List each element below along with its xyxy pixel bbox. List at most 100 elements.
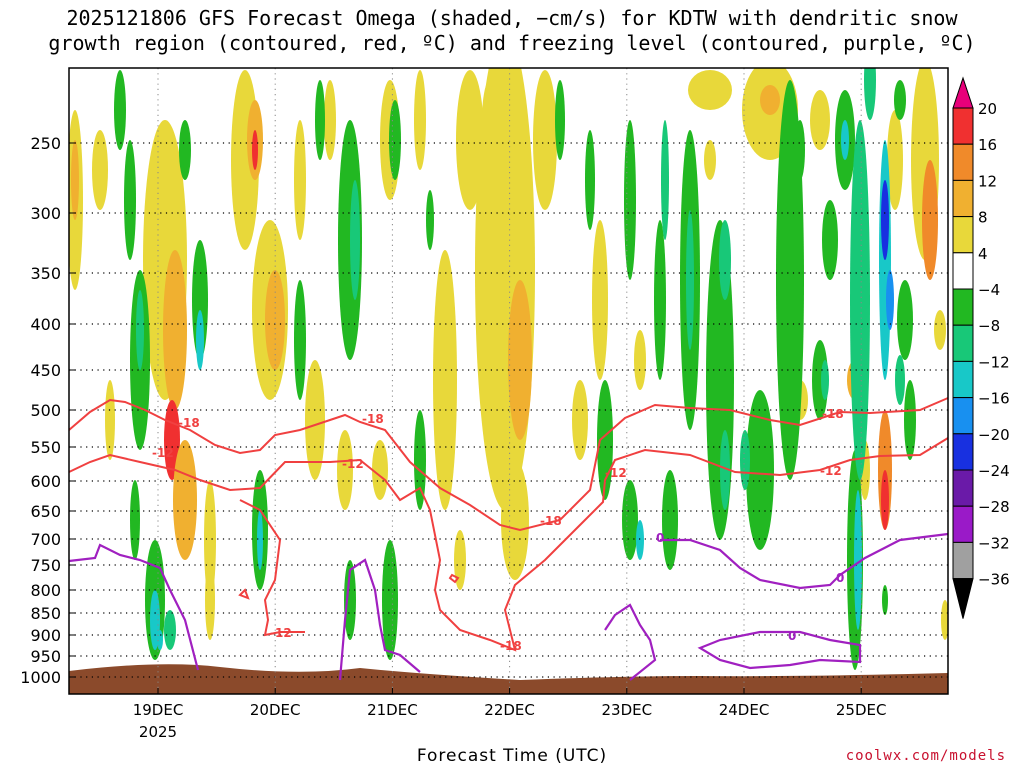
omega-downward-cell <box>854 490 862 630</box>
omega-downward-cell <box>662 470 678 570</box>
omega-upward-cell <box>572 380 588 460</box>
omega-downward-cell <box>636 520 644 560</box>
colorbar-swatch <box>952 324 974 362</box>
dendritic-contour-label: -18 <box>178 416 200 430</box>
omega-downward-cell <box>886 270 894 330</box>
omega-upward-cell <box>205 560 215 640</box>
colorbar-swatch <box>952 216 974 254</box>
omega-upward-cell <box>501 460 529 580</box>
colorbar-label: −16 <box>978 390 1010 408</box>
omega-upward-cell <box>92 130 108 210</box>
omega-downward-cell <box>661 120 669 240</box>
omega-upward-cell <box>164 400 180 480</box>
omega-downward-cell <box>812 340 828 420</box>
omega-upward-cell <box>533 70 557 210</box>
omega-downward-cell <box>882 585 888 615</box>
y-tick-label: 850 <box>30 604 61 623</box>
omega-downward-cell <box>622 480 638 560</box>
colorbar-swatch <box>952 179 974 218</box>
omega-downward-cell <box>864 68 876 120</box>
omega-downward-cell <box>654 220 666 380</box>
omega-upward-cell <box>105 380 115 460</box>
colorbar-label: −36 <box>978 571 1010 589</box>
omega-downward-cell <box>124 140 136 260</box>
colorbar-label: 16 <box>978 136 997 154</box>
colorbar-label: 20 <box>978 100 997 118</box>
colorbar-label: −12 <box>978 353 1010 371</box>
omega-downward-cell <box>382 540 398 660</box>
omega-downward-cell <box>746 390 774 550</box>
dendritic-contour-label: -12 <box>342 457 364 471</box>
freezing-contour <box>604 603 657 681</box>
dendritic-contour-label: -12 <box>270 626 292 640</box>
freezing-contour <box>338 558 421 681</box>
dendritic-contour <box>68 437 949 652</box>
colorbar-label: 12 <box>978 172 997 190</box>
colorbar-swatch <box>952 505 974 543</box>
dendritic-contour <box>239 499 305 637</box>
x-year-label: 2025 <box>139 723 177 741</box>
omega-downward-cell <box>624 120 636 280</box>
omega-upward-cell <box>252 130 258 170</box>
credit-text: coolwx.com/models <box>845 748 1006 764</box>
y-tick-label: 1000 <box>20 668 61 687</box>
omega-downward-cell <box>350 180 360 300</box>
omega-downward-cell <box>894 80 906 120</box>
freezing-contour-label: 0 <box>836 571 844 585</box>
dendritic-contour-label: -12 <box>152 446 174 460</box>
dendritic-contour <box>448 573 460 584</box>
omega-upward-cell <box>456 70 484 210</box>
x-tick-label: 19DEC <box>133 701 184 719</box>
omega-upward-cell <box>881 470 889 530</box>
omega-upward-cell <box>475 68 535 510</box>
omega-downward-cell <box>904 380 916 460</box>
omega-upward-cell <box>922 160 938 280</box>
dendritic-contour-label: -12 <box>820 464 842 478</box>
colorbar-swatch <box>952 469 974 507</box>
y-tick-label: 350 <box>30 264 61 283</box>
x-tick-label: 24DEC <box>719 701 770 719</box>
omega-downward-cell <box>426 190 434 250</box>
omega-downward-cell <box>315 80 325 160</box>
terrain <box>69 664 948 694</box>
omega-downward-cell <box>179 120 191 180</box>
omega-downward-cell <box>841 120 849 160</box>
y-tick-label: 800 <box>30 581 61 600</box>
x-tick-label: 23DEC <box>602 701 653 719</box>
x-tick-label: 20DEC <box>250 701 301 719</box>
colorbar-bottom-arrow <box>952 578 974 619</box>
freezing-contour <box>68 543 200 671</box>
y-tick-label: 500 <box>30 401 61 420</box>
y-tick-label: 300 <box>30 204 61 223</box>
omega-downward-cell <box>795 120 805 180</box>
colorbar-label: −28 <box>978 498 1010 516</box>
y-tick-label: 550 <box>30 438 61 457</box>
dendritic-contour-label: -12 <box>605 466 627 480</box>
y-tick-label: 750 <box>30 556 61 575</box>
dendritic-contour <box>238 588 250 600</box>
omega-downward-cell <box>164 610 176 650</box>
chart-title-line-2: growth region (contoured, red, ºC) and f… <box>48 31 976 55</box>
y-tick-label: 650 <box>30 502 61 521</box>
colorbar-label: −4 <box>978 281 1000 299</box>
colorbar-label: −32 <box>978 534 1010 552</box>
colorbar-top-arrow <box>952 76 974 109</box>
omega-upward-cell <box>941 600 948 640</box>
y-tick-label: 250 <box>30 134 61 153</box>
omega-downward-cell <box>881 180 889 260</box>
omega-upward-cell <box>760 85 780 115</box>
freezing-contour <box>660 532 949 590</box>
y-tick-label: 400 <box>30 315 61 334</box>
omega-downward-cell <box>686 210 694 350</box>
omega-downward-cell <box>555 80 565 160</box>
colorbar-label: 4 <box>978 245 988 263</box>
omega-shading <box>69 68 948 670</box>
plot-frame <box>68 67 949 695</box>
omega-upward-cell <box>887 110 903 210</box>
omega-upward-cell <box>305 360 325 480</box>
omega-downward-cell <box>192 240 208 360</box>
colorbar-label: −8 <box>978 317 1000 335</box>
omega-downward-cell <box>719 220 731 300</box>
omega-downward-cell <box>196 310 204 370</box>
